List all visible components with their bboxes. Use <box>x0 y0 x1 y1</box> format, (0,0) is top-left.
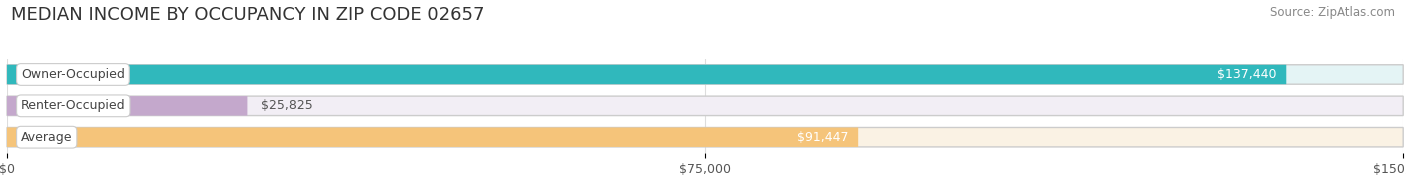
FancyBboxPatch shape <box>7 127 858 147</box>
Text: Average: Average <box>21 131 73 144</box>
Text: $91,447: $91,447 <box>797 131 849 144</box>
FancyBboxPatch shape <box>7 127 1403 147</box>
FancyBboxPatch shape <box>7 65 1403 84</box>
Text: MEDIAN INCOME BY OCCUPANCY IN ZIP CODE 02657: MEDIAN INCOME BY OCCUPANCY IN ZIP CODE 0… <box>11 6 485 24</box>
FancyBboxPatch shape <box>7 65 1286 84</box>
Text: Owner-Occupied: Owner-Occupied <box>21 68 125 81</box>
Text: Source: ZipAtlas.com: Source: ZipAtlas.com <box>1270 6 1395 19</box>
Text: Renter-Occupied: Renter-Occupied <box>21 99 125 112</box>
FancyBboxPatch shape <box>7 96 1403 116</box>
FancyBboxPatch shape <box>7 96 247 116</box>
Text: $137,440: $137,440 <box>1218 68 1277 81</box>
Text: $25,825: $25,825 <box>262 99 314 112</box>
